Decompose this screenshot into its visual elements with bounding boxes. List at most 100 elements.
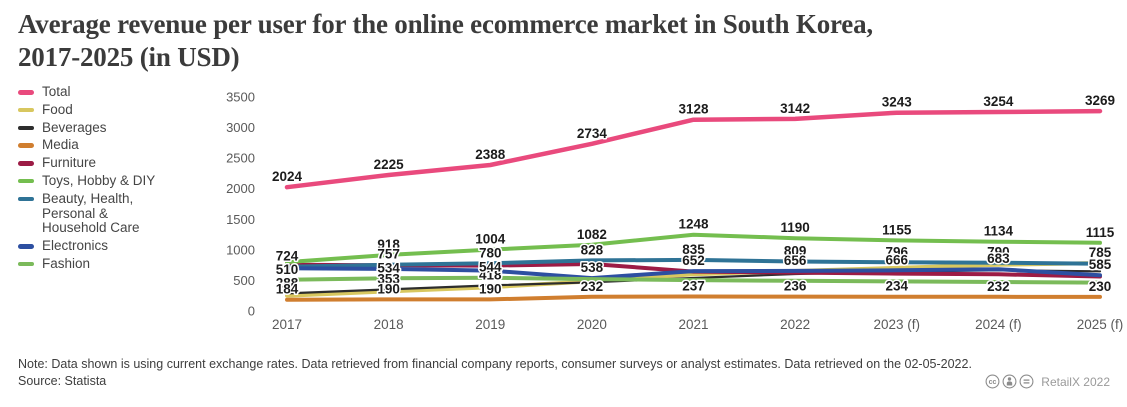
y-axis-tick: 1000	[226, 242, 255, 257]
legend-swatch	[18, 261, 34, 267]
legend-item-food: Food	[18, 101, 233, 118]
series-line-media	[285, 294, 1102, 302]
footnote-source: Source: Statista	[18, 374, 107, 388]
footnote: Note: Data shown is using current exchan…	[18, 356, 1018, 390]
license-icons: cc	[985, 374, 1034, 389]
equals-icon	[1019, 374, 1034, 389]
x-axis-label: 2020	[577, 317, 607, 332]
data-label: 757	[377, 247, 400, 262]
data-label: 2225	[374, 157, 405, 172]
cc-icon: cc	[985, 374, 1000, 389]
attribution-icon	[1002, 374, 1017, 389]
legend-label: Beauty, Health, Personal & Household Care	[42, 190, 140, 236]
data-label: 724	[276, 249, 299, 264]
data-label: 353	[377, 271, 400, 286]
data-label: 232	[987, 279, 1010, 294]
legend-item-electronics: Electronics	[18, 238, 233, 254]
data-label: 785	[1089, 245, 1112, 260]
chart-legend: Total Food Beverages Media Furniture Toys, Ho…	[18, 84, 233, 275]
legend-swatch	[18, 107, 34, 113]
x-axis-label: 2022	[780, 317, 810, 332]
y-axis-tick: 3000	[226, 120, 255, 135]
legend-label: Beverages	[42, 119, 107, 135]
legend-item-total: Total	[18, 84, 233, 100]
data-label: 683	[987, 251, 1010, 266]
series-line-beauty-health-personal-household-care	[285, 257, 1102, 269]
data-label: 3254	[983, 94, 1014, 109]
legend-swatch	[18, 125, 34, 131]
data-label: 234	[885, 279, 908, 294]
data-label: 190	[479, 281, 502, 296]
x-axis-label: 2021	[678, 317, 708, 332]
legend-item-furniture: Furniture	[18, 155, 233, 171]
line-chart: 3500 3000 2500 2000 1500 1000 500 0 2017 2018 2019…	[226, 90, 1124, 333]
data-label: 585	[1089, 257, 1112, 272]
data-label: 780	[479, 245, 502, 260]
legend-item-toys-hobby-diy: Toys, Hobby & DIY	[18, 172, 233, 189]
data-label: 1115	[1086, 225, 1115, 240]
legend-label: Fashion	[42, 255, 91, 271]
data-label: 1248	[678, 217, 709, 232]
x-axis-label: 2018	[374, 317, 404, 332]
x-axis-label: 2023 (f)	[873, 317, 920, 332]
legend-label: Media	[42, 137, 79, 153]
data-label: 2734	[577, 126, 608, 141]
credit-line: cc RetailX 2022	[985, 374, 1110, 389]
legend-item-beverages: Beverages	[18, 119, 233, 136]
data-label: 3243	[882, 95, 913, 110]
data-label: 3269	[1085, 93, 1115, 108]
data-label: 2024	[272, 169, 303, 184]
svg-text:cc: cc	[989, 379, 997, 386]
x-axis-label: 2019	[475, 317, 505, 332]
data-label: 656	[784, 253, 807, 268]
legend-swatch	[18, 196, 34, 202]
legend-item-fashion: Fashion	[18, 255, 233, 272]
data-label: 1004	[475, 232, 506, 247]
x-axis-label: 2017	[272, 317, 302, 332]
data-label: 534	[377, 260, 400, 275]
data-label: 544	[479, 260, 502, 275]
legend-label: Food	[42, 101, 73, 117]
data-label: 1082	[577, 227, 607, 242]
series-line-food	[285, 261, 1102, 298]
data-label: 184	[276, 282, 299, 297]
legend-swatch	[18, 244, 34, 249]
page-title: Average revenue per user for the online …	[18, 8, 1088, 74]
data-label: 1190	[780, 220, 809, 235]
data-label: 230	[1089, 279, 1112, 294]
series-line-total	[284, 108, 1103, 190]
data-label: 1134	[984, 224, 1014, 239]
legend-label: Toys, Hobby & DIY	[42, 172, 156, 188]
data-label: 790	[987, 245, 1010, 260]
legend-swatch	[18, 178, 34, 184]
legend-label: Total	[42, 84, 71, 99]
y-axis-tick: 2000	[226, 181, 255, 196]
footnote-note: Note: Data shown is using current exchan…	[18, 357, 972, 371]
data-label: 1155	[882, 222, 912, 237]
legend-label: Electronics	[42, 238, 109, 254]
data-label: 666	[885, 252, 908, 267]
legend-label: Furniture	[42, 155, 97, 171]
credit-text: RetailX 2022	[1041, 374, 1110, 389]
x-axis-label: 2025 (f)	[1077, 317, 1124, 332]
data-label: 809	[784, 244, 807, 259]
legend-swatch	[18, 90, 34, 95]
series-line-fashion	[285, 275, 1102, 285]
y-axis-tick: 1500	[226, 212, 255, 227]
data-label: 3142	[780, 101, 810, 116]
legend-swatch	[18, 161, 34, 166]
legend-swatch	[18, 143, 34, 148]
data-label: 236	[784, 279, 807, 294]
data-label: 538	[581, 260, 604, 275]
data-label: 835	[682, 242, 705, 257]
data-label: 232	[581, 279, 604, 294]
data-label: 2388	[475, 147, 506, 162]
data-label: 237	[682, 279, 705, 294]
data-label: 796	[885, 244, 908, 259]
legend-item-media: Media	[18, 138, 233, 153]
data-label: 510	[276, 262, 299, 277]
data-label: 418	[479, 267, 502, 282]
data-label: 918	[377, 237, 400, 252]
x-axis-label: 2024 (f)	[975, 317, 1022, 332]
